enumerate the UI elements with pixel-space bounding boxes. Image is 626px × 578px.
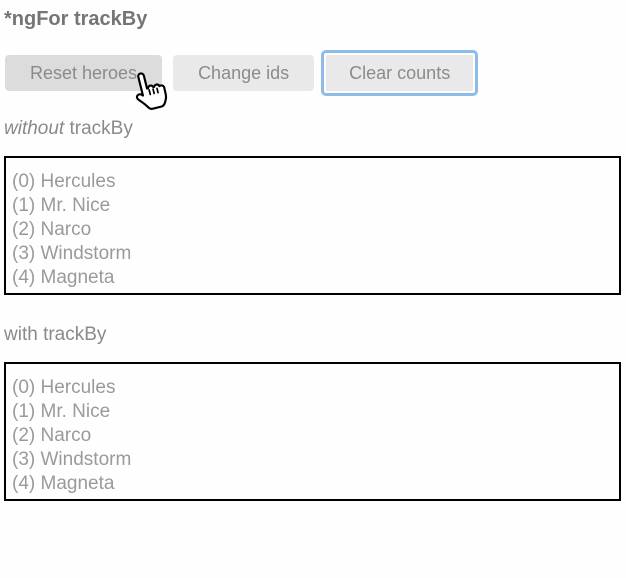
clear-counts-focus-ring: Clear counts (321, 50, 479, 96)
hero-list-item: (1) Mr. Nice (12, 401, 111, 422)
hero-list-item: (4) Magneta (12, 473, 115, 494)
hero-list-item: (4) Magneta (12, 267, 115, 288)
section-heading-without-trackby: without trackBy (4, 118, 621, 139)
hero-list-item: (3) Windstorm (12, 449, 132, 470)
heading-text: with trackBy (4, 324, 107, 345)
heading-emphasis: without (4, 118, 65, 139)
hero-list: (0) Hercules (1) Mr. Nice (2) Narco (3) … (6, 364, 619, 499)
section-with-trackby: with trackBy (0) Hercules (1) Mr. Nice (… (4, 324, 621, 501)
hero-list-item: (2) Narco (12, 219, 92, 240)
change-ids-button[interactable]: Change ids (173, 55, 315, 91)
toolbar: Reset heroes Change ids Clear counts (4, 50, 621, 96)
hero-list-item: (2) Narco (12, 425, 92, 446)
hero-list-item: (0) Hercules (12, 377, 116, 398)
clear-counts-button[interactable]: Clear counts (326, 55, 474, 91)
hero-list-item: (1) Mr. Nice (12, 195, 111, 216)
section-heading-with-trackby: with trackBy (4, 324, 621, 345)
hero-list-item: (3) Windstorm (12, 243, 132, 264)
hero-list: (0) Hercules (1) Mr. Nice (2) Narco (3) … (6, 158, 619, 293)
hero-list-item: (0) Hercules (12, 171, 116, 192)
page-title: *ngFor trackBy (4, 8, 148, 30)
hero-list-box-with-trackby: (0) Hercules (1) Mr. Nice (2) Narco (3) … (4, 362, 621, 501)
section-without-trackby: without trackBy (0) Hercules (1) Mr. Nic… (4, 118, 621, 295)
heading-text: trackBy (64, 118, 133, 139)
reset-heroes-button[interactable]: Reset heroes (5, 55, 163, 91)
hero-list-box-without-trackby: (0) Hercules (1) Mr. Nice (2) Narco (3) … (4, 156, 621, 295)
